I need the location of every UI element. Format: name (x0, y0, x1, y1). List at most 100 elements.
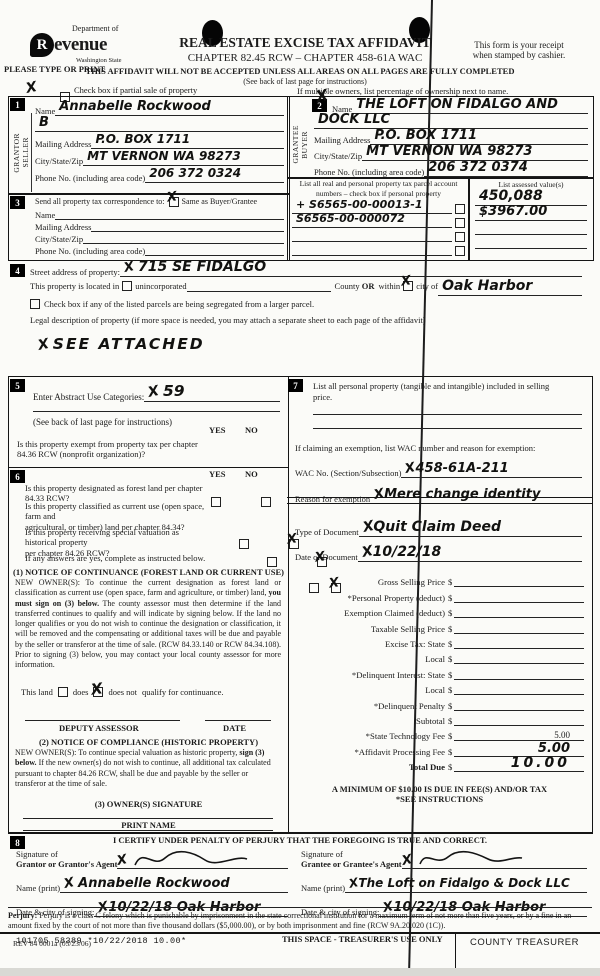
grantee-name-print-field[interactable]: XThe Loft on Fidalgo & Dock LLC (345, 874, 587, 893)
print-name-line[interactable] (23, 829, 273, 831)
seller-city-field[interactable]: MT VERNON WA 98273 (83, 147, 284, 166)
unincorporated-checkbox[interactable] (122, 281, 133, 291)
buyer-grantee-box: 2 X GRANTEE BUYER Name THE LOFT ON FIDALG… (287, 86, 594, 179)
partial-sale-hand-x: X (24, 79, 39, 97)
minimum-due-note: A MINIMUM OF $10.00 IS DUE IN FEE(S) AND… (331, 784, 548, 795)
does-not-qualify-checkbox[interactable]: X (90, 679, 105, 699)
excise-tax-local-field[interactable] (454, 653, 584, 665)
delinquent-interest-local-field[interactable] (454, 684, 584, 696)
revenue-swoosh-icon: R (30, 33, 54, 57)
buyer-phone-field[interactable]: 206 372 0374 (424, 158, 588, 177)
exempt-yes-checkbox[interactable] (211, 497, 221, 507)
historic-yes-checkbox[interactable]: X (328, 575, 341, 593)
buyer-name-field[interactable]: THE LOFT ON FIDALGO AND (352, 95, 588, 114)
reason-field[interactable]: XMere change identity (370, 485, 582, 504)
correspondence-phone-field[interactable] (145, 245, 284, 256)
does-qualify-checkbox[interactable] (57, 687, 68, 697)
grantee-signature-line[interactable]: X (400, 850, 587, 869)
correspondence-mailing-field[interactable] (91, 221, 284, 232)
delinquent-penalty-field[interactable] (454, 700, 584, 711)
section-5-badge: 5 (10, 379, 25, 392)
partial-sale-label: Check box if partial sale of property (74, 85, 198, 95)
affidavit-processing-fee-field[interactable]: 5.00 (454, 741, 584, 757)
assessed-row-4[interactable] (475, 238, 587, 249)
assessor-date-line[interactable] (205, 719, 271, 721)
exempt-no-checkbox[interactable] (261, 497, 271, 507)
deputy-assessor-label: DEPUTY ASSESSOR (59, 723, 139, 733)
same-as-buyer-checkbox[interactable]: X (165, 188, 179, 207)
parcel-row-1[interactable]: + S6565-00-00013-1 (292, 195, 452, 214)
land-qualify-row: This land does X does not qualify for co… (21, 679, 224, 699)
seller-mailing-field[interactable]: P.O. BOX 1711 (91, 130, 284, 149)
current-use-no-checkbox[interactable]: X (314, 549, 327, 567)
doc-type-field[interactable]: XQuit Claim Deed (358, 518, 582, 537)
buyer-name2-field[interactable]: DOCK LLC (314, 110, 588, 129)
if-yes-note: If any answers are yes, complete as inst… (25, 553, 206, 563)
city-field[interactable]: Oak Harbor (438, 277, 582, 296)
exemption-claimed-field[interactable] (454, 607, 584, 619)
gross-selling-price-field[interactable] (454, 576, 584, 588)
current-use-yes-checkbox[interactable] (267, 557, 277, 567)
excise-tax-state-field[interactable] (454, 638, 584, 649)
parcel-row-3[interactable] (292, 231, 452, 242)
forest-yes-checkbox[interactable] (239, 539, 249, 549)
segregated-checkbox[interactable] (30, 298, 40, 309)
deputy-assessor-line[interactable] (25, 719, 180, 721)
delinquent-interest-state-field[interactable] (454, 669, 584, 680)
seller-phone-field[interactable]: 206 372 0324 (145, 164, 284, 183)
parcel-1-personal-checkbox[interactable] (455, 203, 465, 214)
cashier-stamp: 101705 58389 *10/22/2018 10.00* (16, 936, 187, 946)
wac-field[interactable]: X458-61A-211 (401, 459, 582, 478)
state-technology-fee-field[interactable]: 5.00 (454, 730, 584, 742)
section-2-badge: 2 (312, 99, 327, 112)
abstract-field[interactable]: X 59 (144, 382, 280, 402)
grantor-name-print-field[interactable]: X Annabelle Rockwood (60, 874, 288, 893)
section-6-badge: 6 (10, 470, 25, 483)
parcel-2-personal-checkbox[interactable] (455, 217, 465, 228)
section-8-badge: 8 (10, 836, 25, 849)
form-subtitle: CHAPTER 82.45 RCW – CHAPTER 458-61A WAC (187, 52, 423, 64)
personal-property-deduct-field[interactable] (454, 592, 584, 603)
assessed-row-3[interactable] (475, 224, 587, 235)
section-3-badge: 3 (10, 196, 25, 209)
doc-date-field[interactable]: X10/22/18 (357, 543, 582, 562)
parcel-row-2[interactable]: S6565-00-000072 (292, 209, 452, 228)
seller-name2-field[interactable]: B (35, 113, 284, 132)
abstract-field-2[interactable] (33, 410, 280, 412)
left-column: 5 Enter Abstract Use Categories: X 59 (S… (8, 376, 341, 834)
buyer-city-field[interactable]: MT VERNON WA 98273 (362, 142, 588, 161)
total-due-field[interactable]: 10.00 (454, 755, 584, 773)
grantor-signature-line[interactable]: X (116, 850, 288, 869)
parcel-row-4[interactable] (292, 245, 452, 256)
section-4: 4 Street address of property: X 715 SE F… (8, 258, 592, 354)
legal-description-field[interactable]: X SEE ATTACHED (36, 335, 205, 354)
parcel-4-personal-checkbox[interactable] (455, 245, 465, 256)
personal-property-line-2[interactable] (313, 427, 582, 429)
reason-label: Reason for exemption (295, 494, 371, 504)
buyer-side-label: GRANTEE BUYER (290, 125, 309, 164)
subtotal-field[interactable] (454, 715, 584, 726)
continuance-title: (1) NOTICE OF CONTINUANCE (FOREST LAND O… (13, 567, 284, 577)
print-name-label: PRINT NAME (121, 820, 176, 830)
historic-no-checkbox[interactable] (309, 583, 319, 593)
buyer-mailing-field[interactable]: P.O. BOX 1711 (370, 126, 588, 145)
street-address-field[interactable]: X 715 SE FIDALGO (119, 258, 582, 277)
treasurer-space-label: THIS SPACE - TREASURER'S USE ONLY (282, 934, 443, 944)
section5-see-back: (See back of last page for instructions) (33, 417, 172, 427)
assessed-row-1[interactable]: 450,088 (475, 187, 587, 206)
partial-sale-checkbox[interactable] (60, 92, 70, 102)
correspondence-name-field[interactable] (55, 209, 284, 220)
city-checkbox[interactable]: X (400, 273, 414, 291)
owner-signature-line[interactable] (23, 817, 273, 819)
personal-property-line-1[interactable] (313, 413, 582, 415)
taxable-selling-price-field[interactable] (454, 623, 584, 634)
county-field[interactable] (186, 281, 331, 292)
assessed-row-2[interactable]: $3967.00 (475, 202, 587, 221)
correspondence-city-field[interactable] (83, 233, 284, 244)
seller-name-field[interactable]: Annabelle Rockwood (55, 97, 284, 116)
parcel-3-personal-checkbox[interactable] (455, 231, 465, 242)
doc-date-label: Date of Document (295, 552, 358, 562)
assessed-values-header: List assessed value(s) (498, 180, 564, 189)
forest-no-checkbox[interactable]: X (286, 531, 299, 549)
